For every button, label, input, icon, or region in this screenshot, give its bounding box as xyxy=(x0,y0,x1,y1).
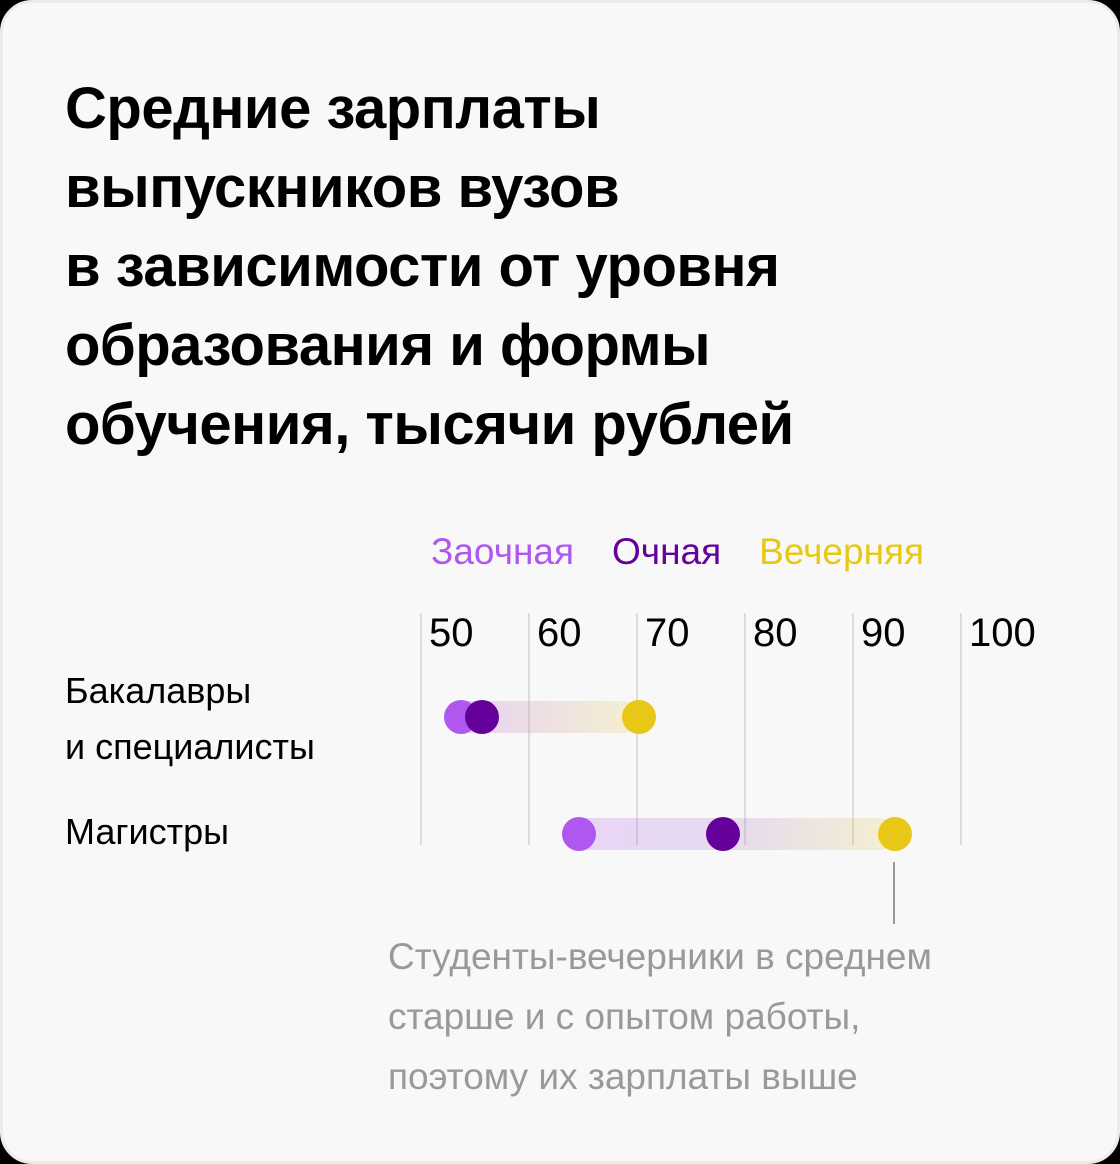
grid-line-50 xyxy=(420,613,422,845)
grid-line-90 xyxy=(852,613,854,845)
grid-line-60 xyxy=(528,613,530,845)
row-label-masters: Магистры xyxy=(65,811,230,852)
dot-bachelors-vechernyaya xyxy=(622,700,656,734)
dot-masters-ochnaya xyxy=(706,817,740,851)
legend-item-vechernyaya: Вечерняя xyxy=(759,531,925,572)
tick-label-70: 70 xyxy=(645,611,690,655)
tick-label-60: 60 xyxy=(537,611,582,655)
legend-item-zaochnaya: Заочная xyxy=(431,531,575,572)
row-label-bachelors: Бакалавры и специалисты xyxy=(65,670,315,767)
dot-masters-vechernyaya xyxy=(878,817,912,851)
tick-label-80: 80 xyxy=(753,611,798,655)
dot-masters-zaochnaya xyxy=(562,817,596,851)
annotation-text: Студенты-вечерники в среднем старше и с … xyxy=(388,936,932,1097)
tick-label-50: 50 xyxy=(429,611,474,655)
chart-title: Средние зарплаты выпускников вузов в зав… xyxy=(65,76,794,457)
grid-line-80 xyxy=(744,613,746,845)
grid-line-100 xyxy=(960,613,962,845)
tick-label-100: 100 xyxy=(969,611,1036,655)
legend-item-ochnaya: Очная xyxy=(612,531,722,572)
annotation-leader-line xyxy=(893,862,895,924)
tick-label-90: 90 xyxy=(861,611,906,655)
dot-bachelors-ochnaya xyxy=(465,700,499,734)
legend: Заочная Очная Вечерняя xyxy=(431,531,924,573)
